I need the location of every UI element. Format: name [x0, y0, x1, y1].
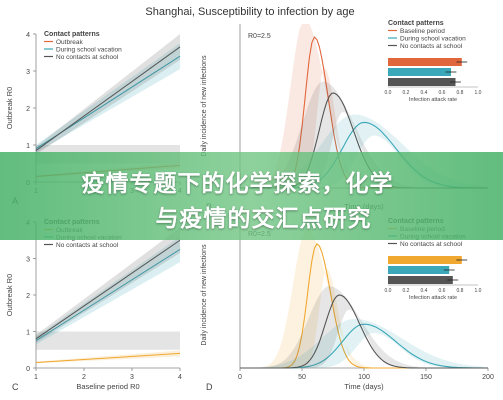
x-tick-label: 3: [130, 374, 134, 381]
x-tick-label: 1: [34, 374, 38, 381]
y-tick-label: 2: [26, 293, 30, 300]
inset-x-label: Infection attack rate: [409, 97, 457, 103]
x-tick-label: 50: [298, 374, 306, 381]
series-band: [240, 318, 488, 368]
x-tick-label: 0: [238, 374, 242, 381]
inset-x-label: Infection attack rate: [409, 295, 457, 301]
inset-tick-label: 1.0: [475, 90, 482, 96]
legend-title: Contact patterns: [44, 31, 100, 38]
inset-tick-label: 0.4: [421, 288, 428, 294]
legend-entry: Outbreak: [56, 39, 83, 46]
legend-entry: No contacts at school: [400, 241, 463, 248]
banner-line-2: 与疫情的交汇点研究: [155, 206, 372, 232]
r0-annotation: R0=2.5: [248, 33, 271, 40]
y-tick-label: 0: [26, 366, 30, 373]
inset-bar: [388, 256, 462, 264]
inset-tick-label: 0.0: [385, 90, 392, 96]
x-axis-label: Time (days): [344, 382, 384, 391]
panel-d: 0 50 100 150 200 Daily incidence of new infec…: [201, 218, 494, 392]
inset-bar: [388, 78, 456, 86]
inset-bar: [388, 68, 451, 76]
inset-bar: [388, 276, 453, 284]
series-line: [35, 248, 181, 342]
banner-line-1: 疫情专题下的化学探索，化学: [81, 171, 394, 197]
x-tick-label: 2: [82, 374, 86, 381]
series-line: [240, 294, 488, 369]
overlay-banner: 疫情专题下的化学探索，化学 与疫情的交汇点研究: [0, 152, 503, 240]
series-line: [35, 352, 181, 364]
series-band: [240, 286, 488, 368]
inset-bar: [388, 266, 450, 274]
reference-band: [36, 331, 180, 350]
x-tick-label: 150: [420, 374, 432, 381]
legend-entry: During school vacation: [56, 47, 122, 54]
legend-entry: No contacts at school: [56, 54, 119, 61]
x-tick-label: 100: [358, 374, 370, 381]
series-line: [35, 239, 181, 340]
inset-tick-label: 0.2: [403, 90, 410, 96]
inset-tick-label: 0.8: [457, 90, 464, 96]
panel-letter: C: [12, 382, 19, 392]
series-band: [240, 24, 488, 188]
y-axis-label: Daily incidence of new infections: [201, 244, 208, 346]
inset-tick-label: 0.6: [439, 90, 446, 96]
legend-entry: No contacts at school: [400, 43, 463, 50]
y-tick-label: 1: [26, 143, 30, 150]
panel-letter: D: [206, 382, 213, 392]
y-axis-label: Outbreak R0: [5, 274, 14, 317]
y-tick-label: 3: [26, 69, 30, 76]
inset-tick-label: 0.4: [421, 90, 428, 96]
series-line: [35, 46, 181, 151]
legend-title: Contact patterns: [388, 20, 444, 27]
y-tick-label: 4: [26, 32, 30, 39]
inset-tick-label: 0.6: [439, 288, 446, 294]
inset-tick-label: 0.8: [457, 288, 464, 294]
figure-title: Shanghai, Susceptibility to infection by…: [145, 6, 354, 18]
legend-entry: Baseline period: [400, 28, 445, 35]
legend-entry: During school vacation: [400, 36, 466, 43]
y-axis-label: Daily incidence of new infections: [201, 55, 208, 157]
inset-tick-label: 0.2: [403, 288, 410, 294]
x-axis-label: Baseline period R0: [76, 382, 139, 391]
y-tick-label: 1: [26, 330, 30, 337]
x-tick-label: 200: [482, 374, 494, 381]
legend-entry: No contacts at school: [56, 242, 119, 249]
inset-tick-label: 1.0: [475, 288, 482, 294]
y-axis-label: Outbreak R0: [5, 87, 14, 130]
y-tick-label: 3: [26, 257, 30, 264]
inset-tick-label: 0.0: [385, 288, 392, 294]
inset-bar: [388, 58, 462, 66]
y-tick-label: 2: [26, 106, 30, 113]
x-tick-label: 4: [178, 374, 182, 381]
